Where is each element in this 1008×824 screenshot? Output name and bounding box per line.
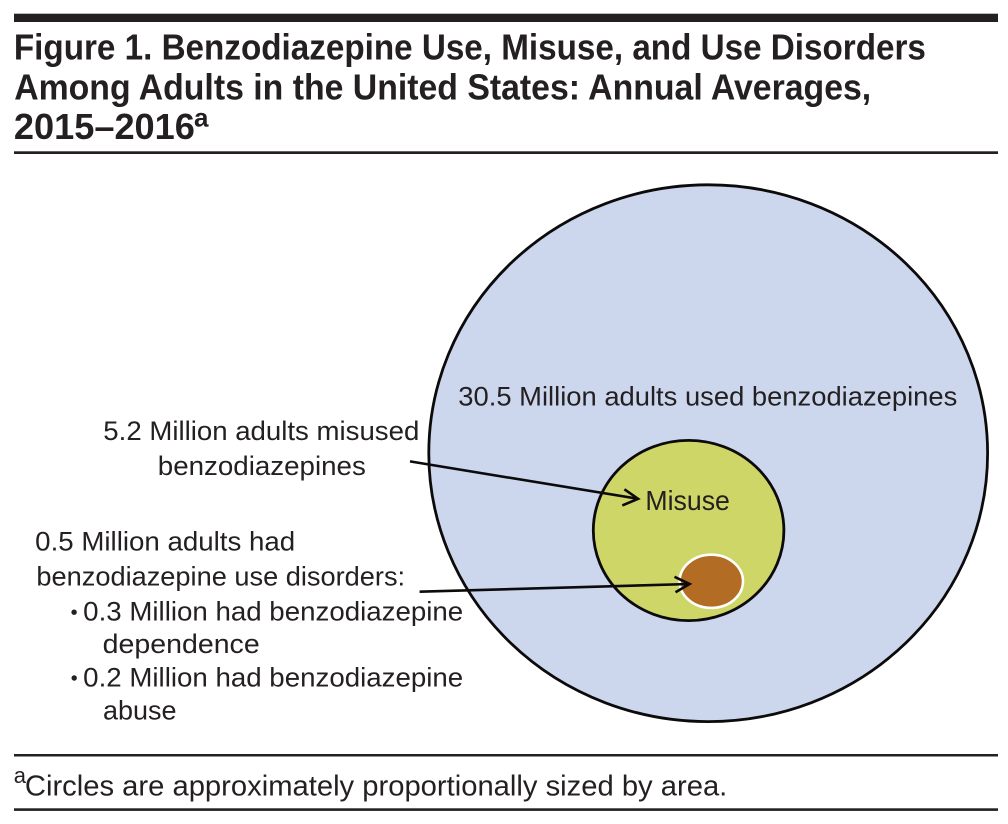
svg-text:benzodiazepine use disorders:: benzodiazepine use disorders:	[36, 562, 405, 592]
svg-text:0.2 Million had benzodiazepine: 0.2 Million had benzodiazepine	[83, 662, 463, 692]
svg-text:Among Adults in the United Sta: Among Adults in the United States: Annua…	[14, 66, 871, 107]
svg-text:benzodiazepines: benzodiazepines	[158, 451, 366, 481]
svg-text:a: a	[14, 763, 27, 788]
svg-text:5.2 Million adults misused: 5.2 Million adults misused	[103, 416, 419, 446]
svg-text:2015–2016: 2015–2016	[14, 106, 195, 147]
svg-text:Figure 1. Benzodiazepine Use,: Figure 1. Benzodiazepine Use, Misuse, an…	[14, 27, 926, 68]
svg-text:30.5 Million adults used benzo: 30.5 Million adults used benzodiazepines	[458, 382, 957, 412]
svg-text:a: a	[194, 103, 209, 133]
svg-text:Misuse: Misuse	[645, 485, 730, 516]
svg-text:0.3 Million had benzodiazepine: 0.3 Million had benzodiazepine	[83, 597, 463, 627]
svg-text:abuse: abuse	[103, 696, 177, 726]
svg-text:Circles are approximately prop: Circles are approximately proportionally…	[25, 770, 727, 802]
svg-text:0.5 Million adults had: 0.5 Million adults had	[35, 527, 295, 557]
svg-text:dependence: dependence	[103, 629, 260, 659]
